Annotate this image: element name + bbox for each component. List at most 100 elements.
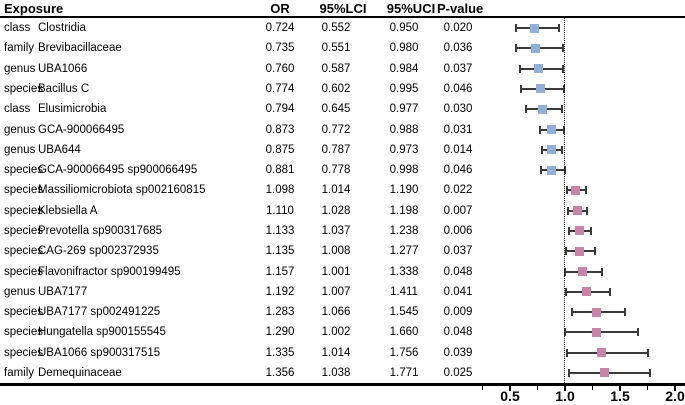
cell-taxon-name: CAG-269 sp002372935 — [38, 245, 159, 258]
axis-major-tick — [509, 385, 511, 392]
table-row: species CAG-269 sp002372935 1.135 1.008 … — [0, 241, 685, 261]
cell-uci: 1.338 — [389, 265, 419, 278]
cell-lci: 1.008 — [321, 245, 351, 258]
cell-taxon-name: Elusimicrobia — [38, 103, 107, 116]
header-lci: 95%LCI — [319, 1, 367, 16]
cell-pvalue: 0.039 — [443, 346, 473, 359]
cell-lci: 0.551 — [321, 42, 351, 55]
cell-taxon-name: Prevotella sp900317685 — [38, 224, 163, 237]
or-marker — [599, 368, 609, 378]
cell-pvalue: 0.048 — [443, 265, 473, 278]
cell-pvalue: 0.046 — [443, 82, 473, 95]
cell-or: 1.283 — [265, 306, 295, 319]
cell-uci: 0.980 — [389, 42, 419, 55]
cell-pvalue: 0.048 — [443, 326, 473, 339]
cell-taxon-level: genus — [4, 285, 36, 298]
cell-taxon-level: class — [4, 22, 31, 35]
or-marker — [535, 84, 545, 94]
cell-or: 1.098 — [265, 184, 295, 197]
table-row: genus UBA644 0.875 0.787 0.973 0.014 — [0, 140, 685, 160]
cell-taxon-name: UBA1066 sp900317515 — [38, 346, 161, 359]
axis-minor-tick — [481, 385, 484, 390]
or-marker — [581, 287, 591, 297]
cell-taxon-level: species — [4, 245, 43, 258]
cell-uci: 0.998 — [389, 164, 419, 177]
cell-taxon-name: Massiliomicrobiota sp002160815 — [38, 184, 206, 197]
cell-taxon-level: species — [4, 224, 43, 237]
cell-pvalue: 0.031 — [443, 123, 473, 136]
cell-taxon-name: Bacillus C — [38, 82, 90, 95]
cell-pvalue: 0.006 — [443, 224, 473, 237]
cell-lci: 0.587 — [321, 62, 351, 75]
cell-lci: 1.014 — [321, 346, 351, 359]
cell-uci: 1.238 — [389, 224, 419, 237]
cell-uci: 1.660 — [389, 326, 419, 339]
table-row: family Brevibacillaceae 0.735 0.551 0.98… — [0, 38, 685, 58]
cell-lci: 0.552 — [321, 22, 351, 35]
header-uci: 95%UCI — [386, 1, 436, 16]
table-row: genus UBA1066 0.760 0.587 0.984 0.037 — [0, 59, 685, 79]
cell-or: 0.875 — [265, 143, 295, 156]
table-row: species GCA-900066495 sp900066495 0.881 … — [0, 160, 685, 180]
cell-uci: 1.277 — [389, 245, 419, 258]
ci-error-bar — [564, 328, 639, 337]
axis-tick-label: 1.0 — [555, 388, 575, 404]
header-pvalue: P-value — [437, 1, 484, 16]
cell-lci: 0.772 — [321, 123, 351, 136]
cell-lci: 0.778 — [321, 164, 351, 177]
cell-lci: 1.001 — [321, 265, 351, 278]
axis-major-tick — [674, 385, 676, 392]
cell-pvalue: 0.041 — [443, 285, 473, 298]
axis-minor-tick — [646, 385, 649, 390]
cell-uci: 0.950 — [389, 22, 419, 35]
cell-uci: 1.545 — [389, 306, 419, 319]
cell-taxon-name: UBA7177 — [38, 285, 88, 298]
cell-taxon-name: Klebsiella A — [38, 204, 98, 217]
table-row: species Flavonifractor sp900199495 1.157… — [0, 261, 685, 281]
cell-taxon-level: genus — [4, 143, 36, 156]
cell-taxon-level: genus — [4, 62, 36, 75]
cell-or: 0.724 — [265, 22, 295, 35]
cell-lci: 1.037 — [321, 224, 351, 237]
cell-lci: 0.787 — [321, 143, 351, 156]
table-row: family Demequinaceae 1.356 1.038 1.771 0… — [0, 363, 685, 383]
cell-or: 0.873 — [265, 123, 295, 136]
table-row: species Klebsiella A 1.110 1.028 1.198 0… — [0, 201, 685, 221]
cell-uci: 1.411 — [390, 285, 418, 298]
cell-or: 1.192 — [265, 285, 295, 298]
cell-pvalue: 0.007 — [443, 204, 473, 217]
cell-or: 0.760 — [265, 62, 295, 75]
cell-or: 1.157 — [265, 265, 295, 278]
cell-pvalue: 0.037 — [443, 62, 473, 75]
cell-pvalue: 0.046 — [443, 164, 473, 177]
cell-taxon-level: species — [4, 265, 43, 278]
cell-pvalue: 0.037 — [443, 245, 473, 258]
cell-taxon-name: Flavonifractor sp900199495 — [38, 265, 181, 278]
cell-taxon-name: Clostridia — [38, 22, 86, 35]
table-row: species Hungatella sp900155545 1.290 1.0… — [0, 322, 685, 342]
or-marker — [537, 104, 547, 114]
cell-pvalue: 0.036 — [443, 42, 473, 55]
cell-pvalue: 0.022 — [443, 184, 473, 197]
cell-taxon-level: class — [4, 103, 31, 116]
cell-or: 1.290 — [265, 326, 295, 339]
or-marker — [577, 267, 587, 277]
cell-uci: 0.977 — [389, 103, 419, 116]
cell-pvalue: 0.014 — [443, 143, 473, 156]
or-marker — [575, 246, 585, 256]
cell-taxon-name: UBA644 — [38, 143, 81, 156]
cell-taxon-name: Demequinaceae — [38, 366, 122, 379]
table-body: class Clostridia 0.724 0.552 0.950 0.020… — [0, 18, 685, 383]
cell-lci: 1.028 — [321, 204, 351, 217]
cell-or: 1.135 — [265, 245, 295, 258]
cell-taxon-level: species — [4, 164, 43, 177]
axis-tick-label: 1.5 — [610, 388, 630, 404]
cell-or: 1.110 — [266, 204, 294, 217]
cell-lci: 1.038 — [321, 366, 351, 379]
cell-taxon-level: family — [4, 366, 35, 379]
cell-taxon-name: UBA1066 — [38, 62, 88, 75]
cell-taxon-level: species — [4, 306, 43, 319]
cell-taxon-level: family — [4, 42, 35, 55]
cell-taxon-name: GCA-900066495 sp900066495 — [38, 164, 198, 177]
cell-or: 0.794 — [265, 103, 295, 116]
